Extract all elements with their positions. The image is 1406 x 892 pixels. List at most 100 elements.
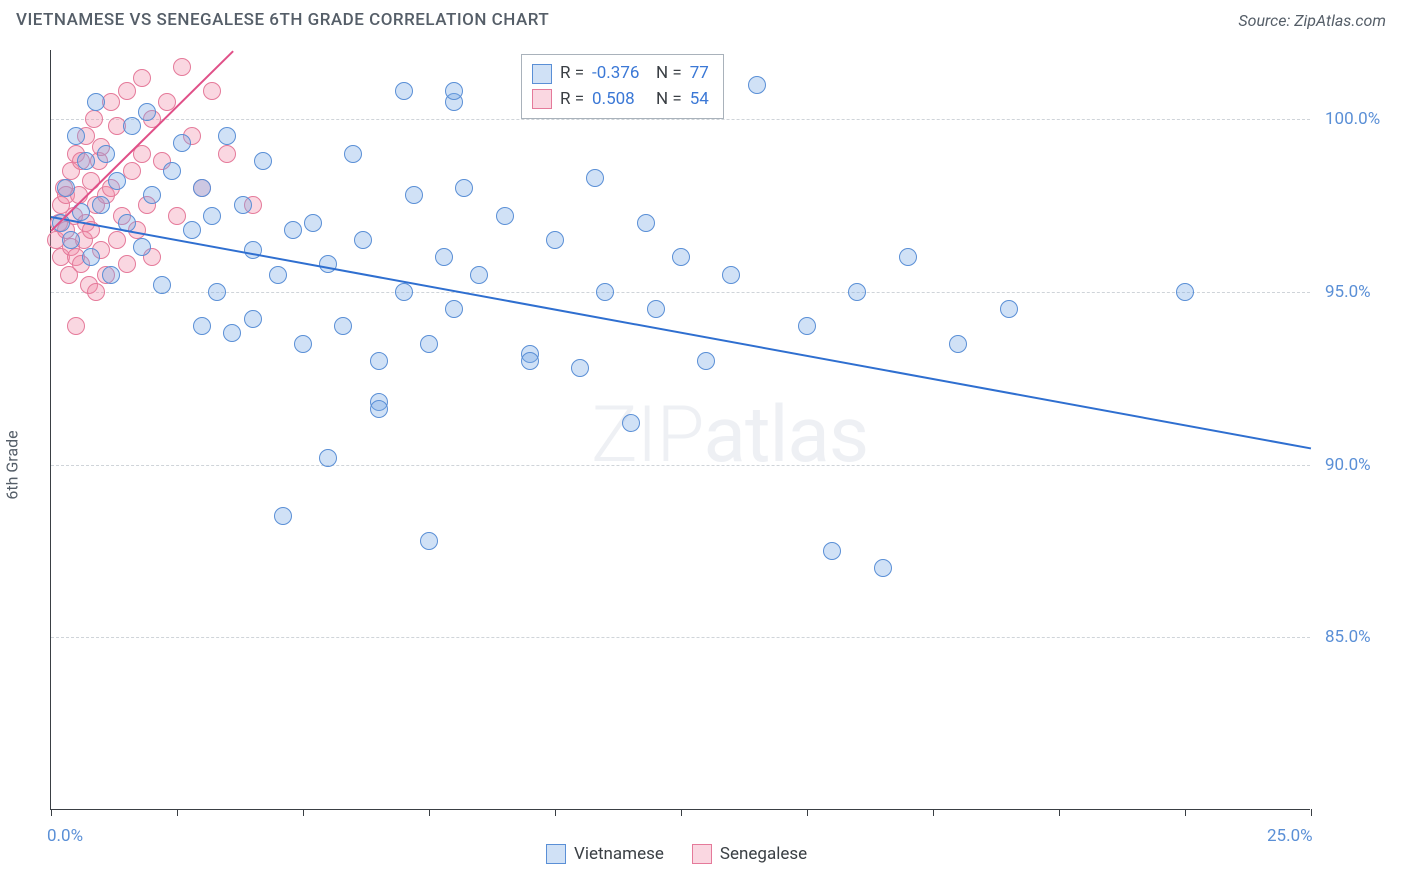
senegalese-point [168, 207, 186, 225]
vietnamese-point [163, 162, 181, 180]
y-axis-label: 6th Grade [3, 430, 22, 499]
y-tick-label: 85.0% [1325, 627, 1371, 647]
vietnamese-point [1000, 300, 1018, 318]
vietnamese-point [97, 145, 115, 163]
vietnamese-point [395, 283, 413, 301]
vietnamese-point [637, 214, 655, 232]
n-label: N = [656, 87, 682, 113]
vietnamese-point [344, 145, 362, 163]
vietnamese-point [203, 207, 221, 225]
vietnamese-point [455, 179, 473, 197]
chart-area: 6th Grade ZIPatlas R =-0.376N =77R =0.50… [16, 50, 1390, 880]
vietnamese-point [622, 414, 640, 432]
gridline-h [51, 292, 1310, 293]
watermark-atlas: atlas [704, 390, 869, 481]
legend-swatch [692, 844, 712, 864]
vietnamese-point [586, 169, 604, 187]
correlation-legend-row: R =-0.376N =77 [532, 61, 709, 87]
chart-header: VIETNAMESE VS SENEGALESE 6TH GRADE CORRE… [0, 0, 1406, 36]
senegalese-point [108, 231, 126, 249]
senegalese-point [87, 283, 105, 301]
vietnamese-point [848, 283, 866, 301]
legend-swatch [546, 844, 566, 864]
vietnamese-point [254, 152, 272, 170]
vietnamese-point [395, 82, 413, 100]
x-tick [807, 809, 808, 816]
plot-region: ZIPatlas R =-0.376N =77R =0.508N =54 85.… [50, 50, 1310, 810]
vietnamese-point [899, 248, 917, 266]
vietnamese-point [77, 152, 95, 170]
vietnamese-point [87, 93, 105, 111]
vietnamese-point [798, 317, 816, 335]
vietnamese-point [672, 248, 690, 266]
senegalese-point [85, 110, 103, 128]
legend-swatch [532, 89, 552, 109]
series-legend-label: Senegalese [720, 844, 807, 864]
vietnamese-point [244, 241, 262, 259]
n-value: 54 [690, 87, 709, 113]
r-value: 0.508 [592, 87, 648, 113]
r-label: R = [560, 61, 584, 87]
vietnamese-point [496, 207, 514, 225]
vietnamese-point [153, 276, 171, 294]
gridline-h [51, 465, 1310, 466]
r-label: R = [560, 87, 584, 113]
senegalese-point [67, 317, 85, 335]
chart-source: Source: ZipAtlas.com [1238, 11, 1386, 30]
vietnamese-point [748, 76, 766, 94]
vietnamese-point [697, 352, 715, 370]
vietnamese-point [62, 231, 80, 249]
vietnamese-point [138, 103, 156, 121]
vietnamese-point [173, 134, 191, 152]
x-tick-label: 0.0% [47, 826, 83, 846]
vietnamese-point [571, 359, 589, 377]
vietnamese-point [143, 186, 161, 204]
vietnamese-point [208, 283, 226, 301]
senegalese-point [123, 162, 141, 180]
vietnamese-point [304, 214, 322, 232]
vietnamese-point [546, 231, 564, 249]
vietnamese-point [354, 231, 372, 249]
vietnamese-point [874, 559, 892, 577]
correlation-legend: R =-0.376N =77R =0.508N =54 [521, 54, 724, 119]
vietnamese-point [284, 221, 302, 239]
vietnamese-point [133, 238, 151, 256]
gridline-h [51, 119, 1310, 120]
vietnamese-point [223, 324, 241, 342]
vietnamese-point [405, 186, 423, 204]
x-tick [177, 809, 178, 816]
vietnamese-point [435, 248, 453, 266]
n-label: N = [656, 61, 682, 87]
x-tick [303, 809, 304, 816]
vietnamese-point [334, 317, 352, 335]
vietnamese-point [521, 352, 539, 370]
vietnamese-point [82, 248, 100, 266]
vietnamese-point [269, 266, 287, 284]
vietnamese-point [92, 196, 110, 214]
watermark-zip: ZIP [591, 390, 704, 481]
vietnamese-point [647, 300, 665, 318]
vietnamese-point [370, 352, 388, 370]
chart-title: VIETNAMESE VS SENEGALESE 6TH GRADE CORRE… [16, 10, 549, 30]
vietnamese-point [445, 82, 463, 100]
senegalese-point [133, 69, 151, 87]
vietnamese-point [420, 335, 438, 353]
y-tick-label: 100.0% [1325, 109, 1380, 129]
vietnamese-point [949, 335, 967, 353]
vietnamese-point [102, 266, 120, 284]
r-value: -0.376 [592, 61, 648, 87]
vietnamese-point [183, 221, 201, 239]
senegalese-point [173, 58, 191, 76]
x-tick [555, 809, 556, 816]
legend-swatch [532, 64, 552, 84]
x-tick [933, 809, 934, 816]
x-tick [1059, 809, 1060, 816]
x-tick [51, 809, 52, 816]
y-tick-label: 95.0% [1325, 282, 1371, 302]
vietnamese-point [445, 300, 463, 318]
x-tick [429, 809, 430, 816]
vietnamese-point [218, 127, 236, 145]
correlation-legend-row: R = 0.508 N = 54 [532, 87, 709, 113]
vietnamese-point [319, 449, 337, 467]
series-legend: VietnameseSenegalese [546, 844, 807, 864]
